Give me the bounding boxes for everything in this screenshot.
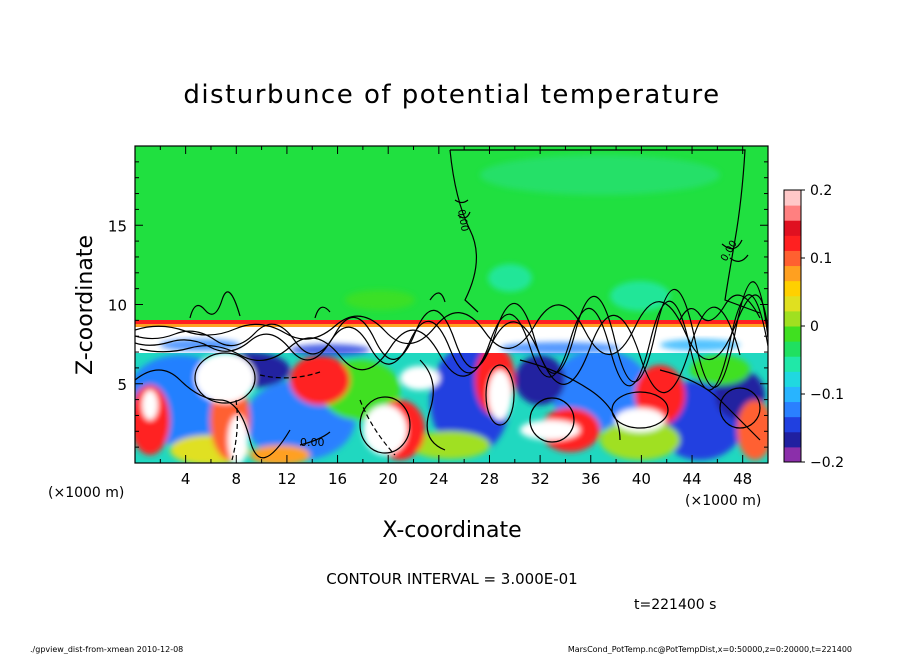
colorbar-swatch — [784, 235, 801, 251]
x-tick-label: 4 — [181, 470, 191, 488]
colorbar-swatch — [784, 386, 801, 403]
colorbar-swatch — [784, 431, 801, 448]
colorbar-swatch — [784, 190, 801, 206]
colorbar-swatch — [784, 220, 801, 236]
x-tick-label: 36 — [581, 470, 600, 488]
x-axis-label: X-coordinate — [382, 518, 521, 543]
colorbar-tick-label: −0.2 — [810, 455, 844, 471]
inversion-band — [135, 320, 768, 324]
noisy-band-colors — [160, 339, 740, 356]
x-tick-label: 12 — [277, 470, 296, 488]
colorbar-swatch — [784, 371, 801, 387]
colorbar-swatch — [784, 401, 801, 418]
y-tick-label: 5 — [117, 376, 127, 394]
x-tick-label: 40 — [632, 470, 651, 488]
contour-label: 0.00 — [300, 436, 325, 449]
colorbar-swatch — [784, 446, 801, 463]
colorbar-swatch — [784, 250, 801, 267]
x-axis: 4 8 12 16 20 24 28 32 36 40 44 48 — [134, 146, 769, 488]
x-tick-label: 24 — [429, 470, 448, 488]
colorbar-swatch — [784, 341, 801, 357]
x-tick-label: 32 — [531, 470, 550, 488]
colorbar-swatch — [784, 356, 801, 372]
lower-structures — [135, 345, 768, 463]
colorbar-swatch — [784, 310, 801, 327]
heatmap-field: 0.00 0.00 0.00 — [135, 146, 768, 463]
colorbar-swatch — [784, 280, 801, 297]
colorbar-tick-label: 0.1 — [810, 251, 832, 267]
colorbar-swatch — [784, 205, 801, 221]
footer-right: MarsCond_PotTemp.nc@PotTempDist,x=0:5000… — [568, 645, 852, 654]
contour-interval: CONTOUR INTERVAL = 3.000E-01 — [326, 570, 577, 588]
y-axis: 5 10 15 — [108, 161, 768, 448]
time-label: t=221400 s — [634, 597, 716, 613]
x-tick-label: 28 — [480, 470, 499, 488]
colorbar-swatch — [784, 295, 801, 312]
x-tick-label: 44 — [682, 470, 701, 488]
colorbar-swatch — [784, 416, 801, 433]
colorbar — [784, 190, 801, 463]
y-axis-label: Z-coordinate — [73, 235, 98, 375]
upper-patches — [345, 155, 720, 311]
colorbar-swatch — [784, 265, 801, 282]
inversion-band-orange — [135, 324, 768, 327]
x-tick-label: 20 — [379, 470, 398, 488]
y-tick-label: 10 — [108, 297, 127, 315]
x-tick-label: 48 — [733, 470, 752, 488]
x-tick-label: 16 — [328, 470, 347, 488]
footer-left: ./gpview_dist-from-xmean 2010-12-08 — [30, 645, 183, 654]
contour-label: 0.00 — [455, 209, 470, 233]
colorbar-tick-label: 0 — [810, 319, 819, 335]
x-unit-left: (×1000 m) — [48, 485, 124, 501]
colorbar-tick-label: 0.2 — [810, 183, 832, 199]
colorbar-ticks: 0.2 0.1 0 −0.1 −0.2 — [801, 183, 844, 471]
x-unit-right: (×1000 m) — [685, 493, 761, 509]
colorbar-swatch — [784, 326, 801, 342]
colorbar-tick-label: −0.1 — [810, 387, 844, 403]
y-tick-label: 15 — [108, 217, 127, 235]
chart-title: disturbunce of potential temperature — [183, 80, 720, 110]
contour-lines — [135, 149, 768, 461]
x-tick-label: 8 — [232, 470, 242, 488]
